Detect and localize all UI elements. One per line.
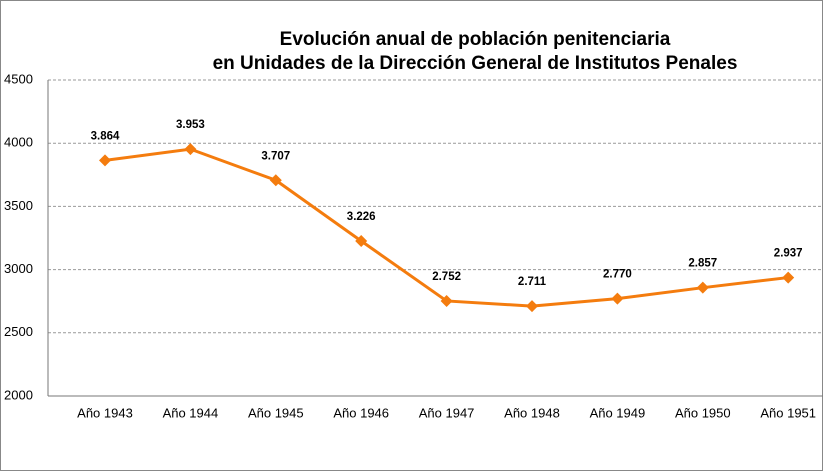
- chart-title: en Unidades de la Dirección General de I…: [213, 53, 738, 74]
- marker: [355, 235, 368, 248]
- x-tick-label: Año 1948: [504, 405, 560, 420]
- data-label: 2.857: [688, 258, 717, 270]
- data-label: 2.770: [603, 269, 632, 281]
- marker: [611, 292, 624, 305]
- data-label: 2.752: [432, 271, 461, 283]
- x-tick-label: Año 1945: [248, 405, 304, 420]
- marker: [782, 271, 795, 284]
- y-tick-label: 3500: [4, 198, 33, 213]
- y-tick-label: 4500: [4, 71, 33, 86]
- marker: [269, 174, 282, 187]
- marker: [440, 294, 453, 307]
- x-tick-label: Año 1947: [419, 405, 475, 420]
- marker: [696, 281, 709, 294]
- x-tick-label: Año 1950: [675, 405, 731, 420]
- y-tick-label: 2500: [4, 324, 33, 339]
- data-label: 2.937: [774, 248, 803, 260]
- x-tick-label: Año 1946: [333, 405, 389, 420]
- x-tick-label: Año 1943: [77, 405, 133, 420]
- x-tick-label: Año 1944: [163, 405, 219, 420]
- y-tick-label: 2000: [4, 387, 33, 402]
- data-label: 3.707: [261, 150, 290, 162]
- x-tick-label: Año 1949: [590, 405, 646, 420]
- x-tick-label: Año 1951: [760, 405, 816, 420]
- y-tick-label: 3000: [4, 261, 33, 276]
- marker: [99, 154, 111, 167]
- y-tick-label: 4000: [4, 135, 33, 150]
- chart-title: Evolución anual de población penitenciar…: [280, 29, 671, 50]
- marker: [184, 143, 197, 156]
- marker: [526, 300, 538, 313]
- data-label: 3.226: [347, 211, 376, 223]
- data-label: 3.864: [91, 130, 120, 142]
- data-label: 3.953: [176, 119, 205, 131]
- data-label: 2.711: [518, 276, 547, 288]
